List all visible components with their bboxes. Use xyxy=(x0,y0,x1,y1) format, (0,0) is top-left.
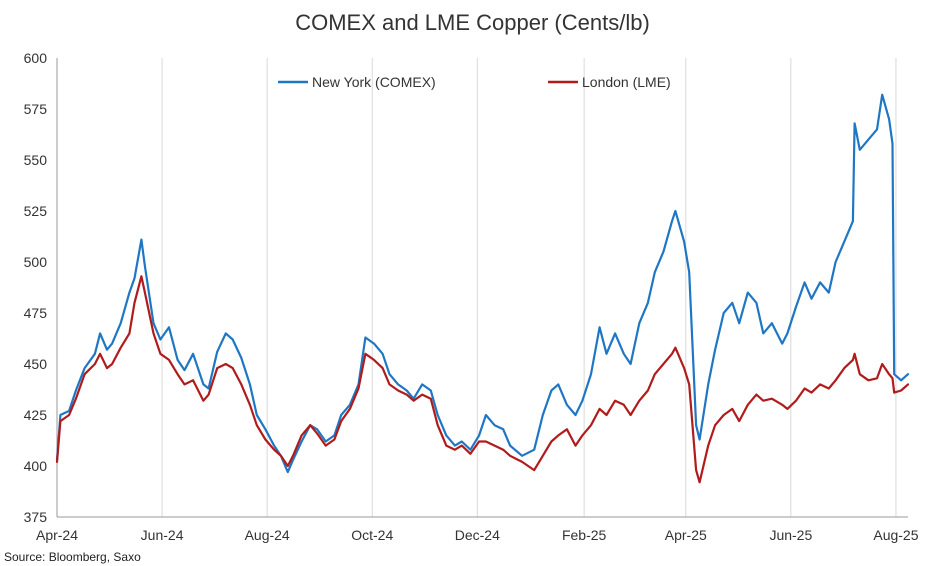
source-note: Source: Bloomberg, Saxo xyxy=(4,550,141,564)
y-tick-label: 575 xyxy=(24,101,48,117)
series-lines xyxy=(55,93,910,484)
series-line-1 xyxy=(55,275,910,484)
x-tick-label: Apr-24 xyxy=(36,527,78,543)
y-tick-label: 450 xyxy=(24,356,48,372)
y-tick-label: 375 xyxy=(24,509,48,525)
y-tick-label: 525 xyxy=(24,203,48,219)
y-tick-label: 550 xyxy=(24,152,48,168)
series-line-0 xyxy=(55,93,910,474)
x-tick-label: Aug-24 xyxy=(245,527,290,543)
x-tick-label: Oct-24 xyxy=(351,527,393,543)
x-tick-label: Dec-24 xyxy=(455,527,500,543)
y-tick-label: 425 xyxy=(24,407,48,423)
y-tick-label: 400 xyxy=(24,458,48,474)
legend: New York (COMEX) London (LME) xyxy=(278,74,671,90)
x-tick-label: Jun-24 xyxy=(141,527,184,543)
y-tick-label: 500 xyxy=(24,254,48,270)
y-tick-label: 600 xyxy=(24,50,48,66)
x-tick-label: Jun-25 xyxy=(769,527,812,543)
y-tick-label: 475 xyxy=(24,305,48,321)
grid-lines xyxy=(56,58,897,517)
axes: Apr-24 Jun-24 Aug-24 Oct-24 Dec-24 Feb-25 Apr-… xyxy=(24,50,919,543)
chart-title: COMEX and LME Copper (Cents/lb) xyxy=(295,10,650,35)
legend-label: London (LME) xyxy=(582,74,671,90)
x-tick-label: Aug-25 xyxy=(873,527,918,543)
x-tick-label: Apr-25 xyxy=(665,527,707,543)
legend-label: New York (COMEX) xyxy=(312,74,436,90)
x-tick-label: Feb-25 xyxy=(562,527,607,543)
